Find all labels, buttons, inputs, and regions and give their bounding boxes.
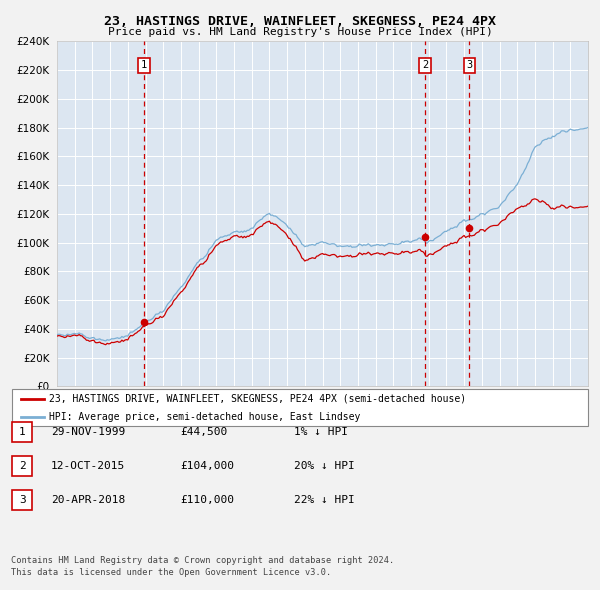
Text: HPI: Average price, semi-detached house, East Lindsey: HPI: Average price, semi-detached house,… [49,412,361,422]
Text: 2: 2 [422,60,428,70]
Text: £44,500: £44,500 [180,427,227,437]
Text: 1: 1 [141,60,147,70]
Text: 12-OCT-2015: 12-OCT-2015 [51,461,125,471]
Text: 20-APR-2018: 20-APR-2018 [51,496,125,505]
Text: £104,000: £104,000 [180,461,234,471]
Text: 23, HASTINGS DRIVE, WAINFLEET, SKEGNESS, PE24 4PX (semi-detached house): 23, HASTINGS DRIVE, WAINFLEET, SKEGNESS,… [49,394,467,404]
Text: £110,000: £110,000 [180,496,234,505]
Text: 20% ↓ HPI: 20% ↓ HPI [294,461,355,471]
Text: Contains HM Land Registry data © Crown copyright and database right 2024.: Contains HM Land Registry data © Crown c… [11,556,394,565]
Text: 29-NOV-1999: 29-NOV-1999 [51,427,125,437]
Text: Price paid vs. HM Land Registry's House Price Index (HPI): Price paid vs. HM Land Registry's House … [107,27,493,37]
Text: 22% ↓ HPI: 22% ↓ HPI [294,496,355,505]
Text: 3: 3 [19,496,26,505]
Text: 2: 2 [19,461,26,471]
Text: 1% ↓ HPI: 1% ↓ HPI [294,427,348,437]
Text: 23, HASTINGS DRIVE, WAINFLEET, SKEGNESS, PE24 4PX: 23, HASTINGS DRIVE, WAINFLEET, SKEGNESS,… [104,15,496,28]
Text: This data is licensed under the Open Government Licence v3.0.: This data is licensed under the Open Gov… [11,568,331,577]
Text: 3: 3 [466,60,472,70]
Text: 1: 1 [19,427,26,437]
